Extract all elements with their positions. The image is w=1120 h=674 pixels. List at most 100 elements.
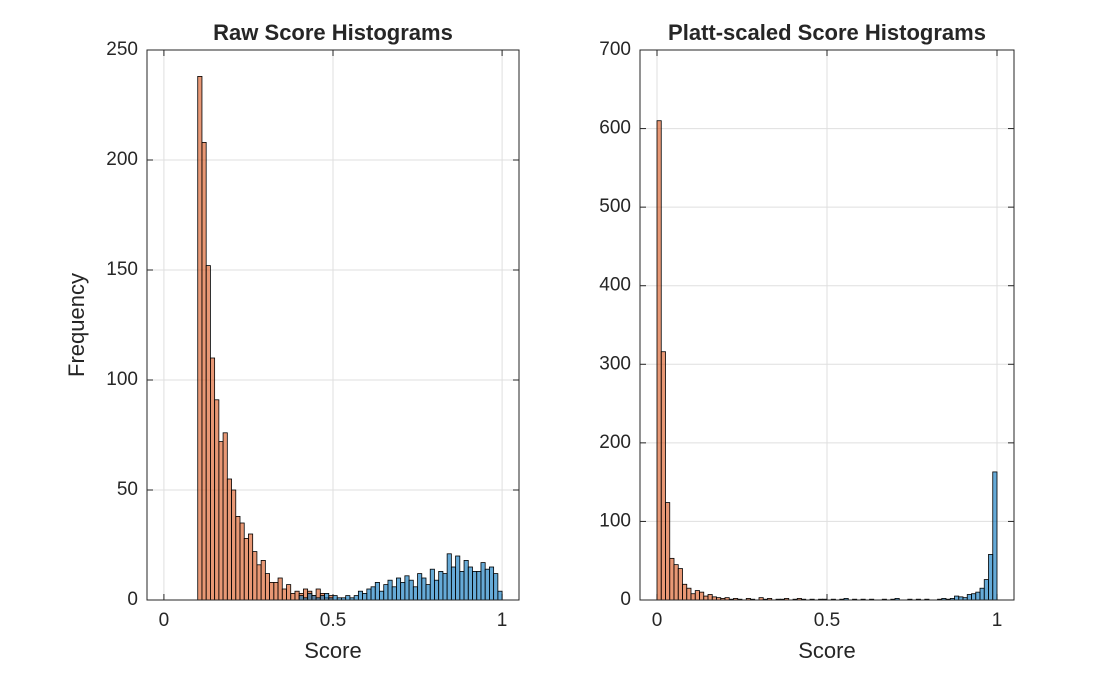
histogram-bar — [467, 566, 473, 601]
histogram-bar — [290, 593, 296, 601]
histogram-bar — [660, 351, 666, 601]
histogram-bar — [218, 441, 224, 601]
histogram-bar — [383, 584, 389, 601]
x-tick-label: 0 — [652, 610, 663, 631]
histogram-bar — [391, 586, 397, 601]
x-tick-label: 1 — [992, 610, 1003, 631]
histogram-bar — [975, 591, 981, 601]
histogram-bar — [226, 478, 232, 601]
histogram-bar — [442, 573, 448, 601]
histogram-bar — [484, 568, 490, 601]
y-axis-label: Frequency — [64, 273, 89, 377]
histogram-bar — [497, 590, 503, 601]
y-tick-label: 400 — [599, 275, 631, 296]
histogram-bar — [243, 538, 249, 601]
chart-title: Raw Score Histograms — [213, 20, 453, 45]
y-tick-label: 200 — [599, 432, 631, 453]
x-axis-label: Score — [304, 638, 361, 663]
axes-box — [639, 49, 1015, 601]
y-tick-label: 0 — [620, 589, 631, 610]
histogram-bar — [387, 579, 393, 601]
x-tick-label: 0.5 — [814, 610, 840, 631]
histogram-bar — [434, 579, 440, 601]
x-tick-label: 0.5 — [320, 610, 346, 631]
y-tick-label: 200 — [106, 149, 138, 170]
histogram-bar — [450, 566, 456, 601]
histogram-bar — [269, 582, 275, 601]
histogram-bar — [379, 590, 385, 601]
histogram-bar — [459, 571, 465, 601]
histogram-bar — [324, 593, 330, 601]
histogram-bar — [370, 586, 376, 601]
histogram-bar — [417, 573, 423, 601]
histogram-bar — [298, 595, 304, 601]
y-tick-label: 300 — [599, 353, 631, 374]
histogram-bar — [677, 568, 683, 601]
x-tick-label: 0 — [159, 610, 170, 631]
histogram-bar — [205, 265, 211, 601]
histogram-bar — [311, 595, 317, 601]
histogram-bar — [345, 595, 351, 601]
histogram-bar — [239, 522, 245, 601]
histogram-bar — [294, 590, 300, 601]
histogram-bar — [699, 591, 705, 601]
histogram-bar — [353, 595, 359, 601]
histogram-bar — [707, 594, 713, 601]
histogram-bar — [400, 582, 406, 601]
histogram-bar — [656, 120, 662, 601]
histogram-bar — [357, 590, 363, 601]
histogram-bar — [319, 595, 325, 601]
histogram-bar — [264, 573, 270, 601]
histogram-bar — [210, 357, 216, 601]
histogram-bar — [366, 588, 372, 601]
histogram-bar — [429, 568, 435, 601]
y-tick-label: 150 — [106, 259, 138, 280]
histogram-bar — [682, 583, 688, 601]
histogram-bar — [273, 582, 279, 601]
histogram-bar — [201, 141, 207, 601]
y-tick-label: 0 — [127, 589, 138, 610]
y-tick-label: 700 — [599, 39, 631, 60]
histogram-bar — [214, 399, 220, 601]
y-tick-label: 600 — [599, 118, 631, 139]
histogram-bar — [408, 579, 414, 601]
histogram-bar — [983, 579, 989, 601]
histogram-bar — [694, 590, 700, 601]
histogram-bar — [971, 593, 977, 601]
histogram-bar — [307, 593, 313, 601]
histogram-bar — [476, 571, 482, 601]
histogram-bar — [425, 584, 431, 601]
histogram-bar — [455, 555, 461, 601]
axes-box — [146, 49, 520, 601]
y-tick-label: 500 — [599, 196, 631, 217]
histogram-bar — [954, 595, 960, 601]
histogram-bar — [396, 577, 402, 601]
histogram-bar — [480, 562, 486, 601]
histogram-bar — [332, 595, 338, 601]
histogram-bar — [472, 571, 478, 601]
histogram-bar — [966, 594, 972, 601]
histogram-bar — [703, 595, 709, 601]
histogram-bar — [260, 560, 266, 601]
histogram-bar — [489, 566, 495, 601]
histogram-bar — [463, 560, 469, 601]
y-tick-label: 50 — [117, 479, 138, 500]
chart-title: Platt-scaled Score Histograms — [668, 20, 986, 45]
histogram-bar — [665, 502, 671, 601]
x-tick-label: 1 — [497, 610, 508, 631]
histogram-bar — [281, 588, 287, 601]
histogram-bar — [197, 76, 203, 601]
histogram-bar — [412, 586, 418, 601]
histogram-bar — [256, 564, 262, 601]
histogram-bar — [222, 432, 228, 601]
histogram-bar — [374, 582, 380, 601]
histogram-bar — [286, 584, 292, 601]
histogram-bar — [690, 593, 696, 601]
y-tick-label: 100 — [106, 369, 138, 390]
histogram-bar — [669, 557, 675, 601]
histogram-bar — [252, 551, 258, 601]
histogram-bar — [493, 573, 499, 601]
histogram-bar — [421, 577, 427, 601]
histogram-bar — [988, 554, 994, 601]
